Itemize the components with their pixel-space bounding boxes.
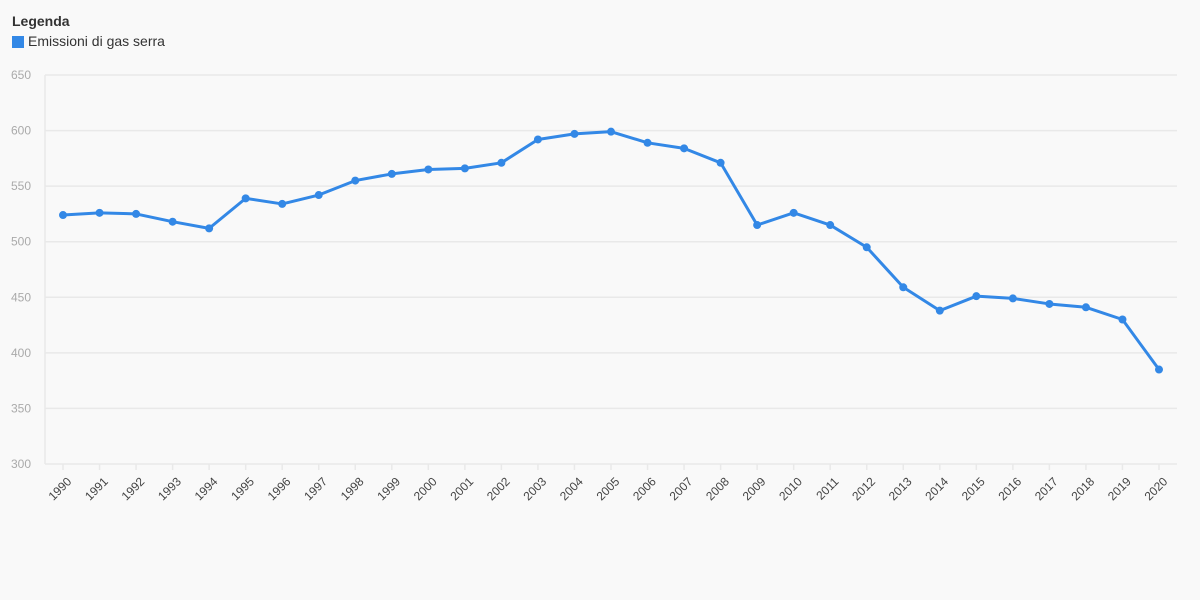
- data-point-1996[interactable]: [278, 199, 287, 208]
- data-point-1998[interactable]: [351, 176, 360, 185]
- x-tick-label: 1992: [119, 474, 148, 503]
- x-tick-label: 2018: [1068, 474, 1097, 503]
- data-point-2002[interactable]: [497, 158, 506, 167]
- x-tick-label: 2010: [776, 474, 805, 503]
- x-tick-label: 2009: [740, 474, 769, 503]
- y-axis: 300 350 400 450 500 550 600 650: [11, 68, 31, 471]
- data-point-2016[interactable]: [1008, 294, 1017, 303]
- y-tick-label: 550: [11, 179, 31, 193]
- x-tick-label: 2020: [1142, 474, 1171, 503]
- x-tick-label: 2014: [922, 474, 951, 503]
- y-tick-label: 650: [11, 68, 31, 82]
- x-tick-label: 2008: [703, 474, 732, 503]
- x-tick-label: 1995: [228, 474, 257, 503]
- legend-item-label: Emissioni di gas serra: [28, 33, 165, 49]
- data-point-2006[interactable]: [643, 138, 652, 147]
- x-tick-label: 2019: [1105, 474, 1134, 503]
- x-tick-label: 2000: [411, 474, 440, 503]
- data-point-2005[interactable]: [607, 127, 615, 136]
- x-tick-label: 2005: [594, 474, 623, 503]
- data-point-2020[interactable]: [1155, 365, 1163, 374]
- data-point-1995[interactable]: [241, 194, 250, 203]
- x-tick-label: 2013: [886, 474, 915, 503]
- data-point-2017[interactable]: [1045, 299, 1054, 308]
- x-tick-label: 2015: [959, 474, 988, 503]
- data-point-2000[interactable]: [424, 165, 433, 174]
- data-point-2003[interactable]: [533, 135, 542, 144]
- data-point-1994[interactable]: [205, 224, 214, 233]
- x-tick-label: 2011: [813, 474, 841, 502]
- x-tick-label: 2016: [995, 474, 1024, 503]
- y-tick-label: 350: [11, 401, 31, 415]
- x-tick-label: 1999: [374, 474, 403, 503]
- x-axis: 1990 1991 1992 1993 1994 1995 1996 1997 1998 1999…: [46, 464, 1171, 503]
- data-point-1993[interactable]: [168, 217, 177, 226]
- x-tick-label: 2012: [849, 474, 878, 503]
- legend: Legenda Emissioni di gas serra: [12, 13, 165, 50]
- data-point-2013[interactable]: [899, 283, 908, 292]
- data-point-1997[interactable]: [314, 191, 323, 200]
- series-line: [61, 130, 1161, 372]
- data-point-1999[interactable]: [387, 169, 396, 178]
- x-tick-label: 1990: [46, 474, 75, 503]
- x-tick-label: 2006: [630, 474, 659, 503]
- data-point-2015[interactable]: [972, 292, 981, 301]
- y-tick-label: 600: [11, 124, 31, 138]
- x-tick-label: 1991: [82, 474, 111, 503]
- x-tick-label: 1994: [192, 474, 221, 503]
- x-tick-label: 2017: [1032, 474, 1061, 503]
- x-tick-label: 1997: [301, 474, 330, 503]
- data-point-2012[interactable]: [862, 243, 871, 252]
- legend-item[interactable]: Emissioni di gas serra: [12, 33, 165, 50]
- data-point-1990[interactable]: [59, 211, 67, 220]
- data-point-2019[interactable]: [1118, 315, 1127, 324]
- y-tick-label: 450: [11, 290, 31, 304]
- data-point-2007[interactable]: [680, 144, 689, 153]
- data-point-1992[interactable]: [132, 209, 141, 218]
- x-tick-label: 1996: [265, 474, 294, 503]
- data-point-2001[interactable]: [460, 164, 469, 173]
- data-point-2018[interactable]: [1081, 303, 1090, 312]
- y-tick-label: 500: [11, 235, 31, 249]
- x-tick-label: 2002: [484, 474, 513, 503]
- data-point-2004[interactable]: [570, 129, 579, 138]
- x-tick-label: 2004: [557, 474, 586, 503]
- legend-title: Legenda: [12, 13, 70, 29]
- x-tick-label: 2001: [447, 474, 476, 503]
- y-tick-label: 300: [11, 457, 31, 471]
- data-point-1991[interactable]: [95, 208, 104, 217]
- data-point-2014[interactable]: [935, 306, 944, 315]
- data-point-2010[interactable]: [789, 208, 798, 217]
- x-tick-label: 1993: [155, 474, 184, 503]
- x-tick-label: 2003: [520, 474, 549, 503]
- legend-swatch-icon: [12, 35, 24, 48]
- x-tick-label: 2007: [667, 474, 696, 503]
- data-point-2008[interactable]: [716, 158, 725, 167]
- data-point-2009[interactable]: [753, 221, 762, 230]
- y-tick-label: 400: [11, 346, 31, 360]
- series-emissioni: [59, 127, 1163, 374]
- x-tick-label: 1998: [338, 474, 367, 503]
- data-point-2011[interactable]: [826, 221, 835, 230]
